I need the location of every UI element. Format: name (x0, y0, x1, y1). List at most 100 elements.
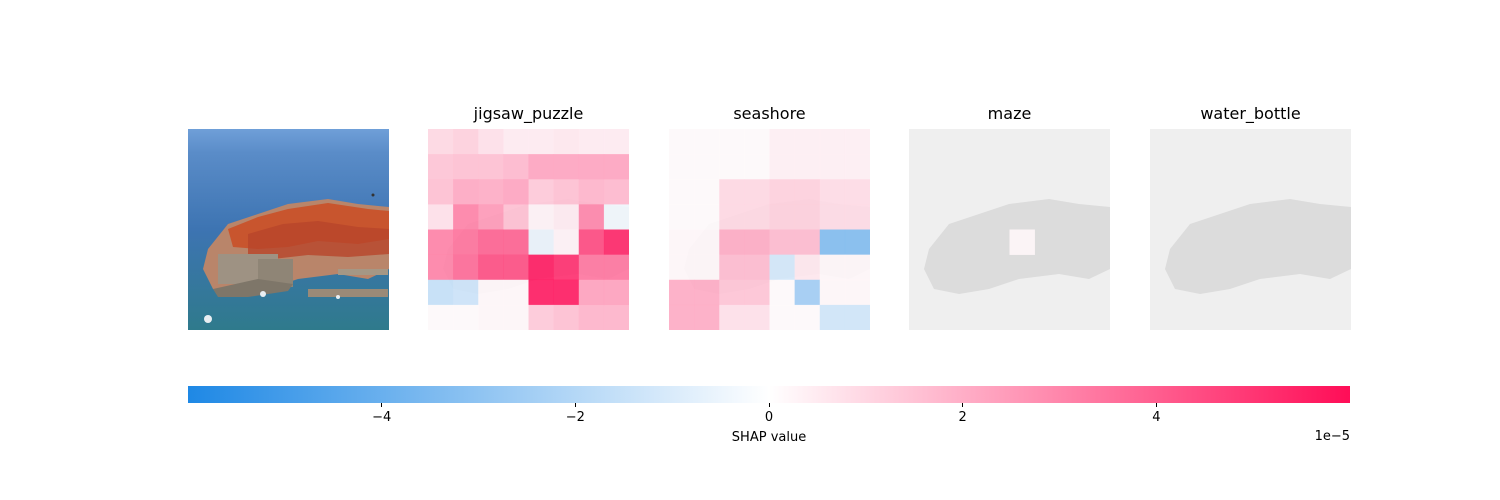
heatmap-cell (794, 254, 821, 281)
colorbar-tick-mark (1155, 403, 1157, 407)
heatmap-cell (844, 129, 870, 155)
heatmap-cell (909, 204, 934, 229)
heatmap-cell (1251, 255, 1276, 280)
colorbar-offset-text: 1e−5 (1314, 429, 1350, 444)
heatmap-cell (1150, 230, 1175, 255)
panel-silhouette (1165, 199, 1351, 294)
heatmap-cell (1085, 154, 1110, 179)
heatmap-cell (719, 304, 745, 330)
heatmap-cell (844, 179, 870, 205)
heatmap-cell (553, 229, 580, 255)
heatmap-cell (934, 305, 959, 330)
heatmap-cell (1035, 179, 1060, 204)
heatmap-cell (909, 179, 934, 204)
heatmap-cell (1085, 255, 1110, 280)
heatmap-cell (769, 129, 795, 155)
heatmap-cell (934, 154, 959, 179)
heatmap-cell (553, 154, 580, 180)
heatmap-cell (669, 304, 695, 330)
heatmap-cell (578, 229, 605, 255)
heatmap-cell (553, 254, 580, 281)
heatmap-cell (984, 230, 1009, 255)
heatmap-cell (959, 305, 984, 330)
heatmap-cell (1085, 204, 1110, 229)
heatmap-cell (794, 179, 821, 205)
heatmap-cell (1150, 129, 1175, 154)
heatmap-cell (794, 129, 821, 155)
heatmap-cell (1225, 230, 1250, 255)
heatmap-cell (844, 304, 870, 330)
heatmap-cell (744, 179, 770, 205)
shap-panel-seashore (669, 129, 870, 330)
heatmap-cell (1175, 129, 1200, 154)
heatmap-cell (1150, 280, 1175, 305)
heatmap-cell (1010, 280, 1035, 305)
colorbar-tick-label: −4 (372, 410, 392, 425)
heatmap-cell (1251, 280, 1276, 305)
heatmap-cell (844, 254, 870, 281)
heatmap-cell (1200, 305, 1225, 330)
colorbar-tick-label: −2 (565, 410, 585, 425)
heatmap-cell (503, 254, 529, 281)
heatmap-cell (744, 204, 770, 230)
shap-panel-jigsaw-puzzle (428, 129, 629, 330)
heatmap-cell (1035, 154, 1060, 179)
heatmap-cell (769, 204, 795, 230)
heatmap-cell (1010, 255, 1035, 280)
heatmap-cell (1010, 179, 1035, 204)
heatmap-cell (528, 304, 554, 330)
heatmap-cell (1200, 230, 1225, 255)
heatmap-cell (694, 179, 720, 205)
heatmap-cell (528, 254, 554, 281)
heatmap-cell (503, 204, 529, 230)
heatmap-cell (719, 179, 745, 205)
heatmap-cell (428, 204, 454, 230)
heatmap-cell (1085, 280, 1110, 305)
heatmap-cell (1150, 204, 1175, 229)
heatmap-cell (1326, 305, 1351, 330)
heatmap-cell (909, 305, 934, 330)
heatmap-cell (428, 304, 454, 330)
heatmap-cell (719, 204, 745, 230)
heatmap-cell (1010, 305, 1035, 330)
heatmap-cell (453, 154, 479, 180)
heatmap-cell (694, 304, 720, 330)
panel-title-2: seashore (733, 104, 806, 123)
heatmap-cell (744, 229, 770, 255)
shap-panel-water-bottle (1150, 129, 1351, 330)
heatmap-cell (578, 129, 605, 155)
heatmap-cell (959, 204, 984, 229)
heatmap-cell (1301, 129, 1326, 154)
heatmap-cell (1276, 255, 1301, 280)
heatmap-cell (1225, 255, 1250, 280)
heatmap-cell (1010, 154, 1035, 179)
heatmap-cell (603, 254, 629, 281)
heatmap-cell (1251, 204, 1276, 229)
heatmap-cell (478, 154, 504, 180)
heatmap-cell (603, 304, 629, 330)
heatmap-cell (719, 154, 745, 180)
heatmap-cell (553, 179, 580, 205)
heatmap-cell (669, 204, 695, 230)
shap-panel-maze (909, 129, 1110, 330)
heatmap-cell (744, 279, 770, 306)
colorbar (188, 386, 1350, 403)
heatmap-cell (1175, 280, 1200, 305)
heatmap-cell (1276, 179, 1301, 204)
heatmap-cell (694, 279, 720, 306)
heatmap-cell (819, 129, 846, 155)
heatmap-cell (934, 204, 959, 229)
heatmap-cell (744, 304, 770, 330)
heatmap-cell (1251, 305, 1276, 330)
heatmap-cell (578, 204, 605, 230)
heatmap-cell (603, 179, 629, 205)
heatmap-cell (769, 304, 795, 330)
heatmap-cell (528, 179, 554, 205)
heatmap-cell (1175, 154, 1200, 179)
heatmap-cell (1225, 305, 1250, 330)
heatmap-cell (819, 154, 846, 180)
heatmap-cell (669, 229, 695, 255)
heatmap-cell (1010, 204, 1035, 229)
heatmap-cell (1085, 230, 1110, 255)
heatmap-cell (719, 129, 745, 155)
